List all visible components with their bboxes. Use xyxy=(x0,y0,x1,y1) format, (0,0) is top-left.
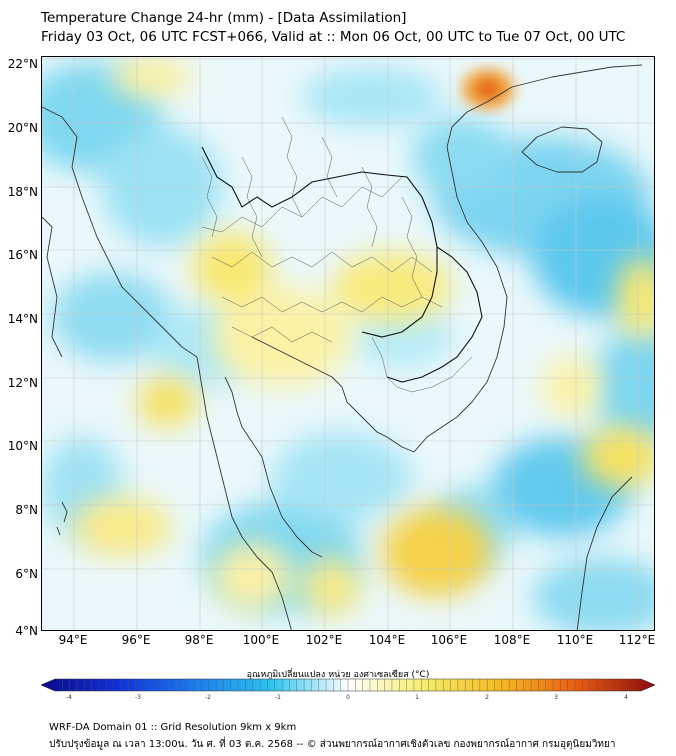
update-credit: ปรับปรุงข้อมูล ณ เวลา 13:00น. วัน ศ. ที่… xyxy=(49,739,616,750)
lat-label-4n: 4°N xyxy=(15,624,38,638)
lon-label-106e: 106°E xyxy=(430,633,468,647)
lat-label-14n: 14°N xyxy=(7,312,38,326)
temperature-change-field xyxy=(42,57,654,630)
colorbar-tick-neg3: -3 xyxy=(135,694,141,701)
lon-label-104e: 104°E xyxy=(368,633,406,647)
colorbar-tick-neg2: -2 xyxy=(205,694,211,701)
lat-label-10n: 10°N xyxy=(7,439,38,453)
lon-label-108e: 108°E xyxy=(493,633,531,647)
model-info: WRF-DA Domain 01 :: Grid Resolution 9km … xyxy=(49,722,297,733)
colorbar-tick-neg1: -1 xyxy=(275,694,281,701)
lon-label-102e: 102°E xyxy=(305,633,343,647)
lat-label-12n: 12°N xyxy=(7,376,38,390)
lat-label-20n: 20°N xyxy=(7,121,38,135)
lat-label-22n: 22°N xyxy=(7,57,38,71)
province-borders xyxy=(201,116,473,393)
lon-label-112e: 112°E xyxy=(618,633,656,647)
graticule xyxy=(42,57,654,630)
coastlines xyxy=(42,64,643,630)
lat-label-8n: 8°N xyxy=(15,503,38,517)
cooling-areas xyxy=(42,62,654,630)
strong-warming-spot xyxy=(462,69,514,109)
lon-label-96e: 96°E xyxy=(121,633,151,647)
national-borders xyxy=(201,146,483,383)
lon-label-110e: 110°E xyxy=(556,633,594,647)
colorbar-tick-neg4: -4 xyxy=(66,694,72,701)
lon-label-100e: 100°E xyxy=(242,633,280,647)
colorbar xyxy=(41,678,655,692)
map-subtitle: Friday 03 Oct, 06 UTC FCST+066, Valid at… xyxy=(41,29,626,45)
colorbar-tick-2: 2 xyxy=(485,694,489,701)
lat-label-18n: 18°N xyxy=(7,185,38,199)
colorbar-tick-3: 3 xyxy=(554,694,558,701)
lon-label-98e: 98°E xyxy=(184,633,214,647)
warming-areas xyxy=(72,57,654,617)
lat-label-16n: 16°N xyxy=(7,248,38,262)
colorbar-tick-0: 0 xyxy=(346,694,350,701)
colorbar-tick-4: 4 xyxy=(624,694,628,701)
colorbar-title: อุณหภูมิเปลี่ยนแปลง หน่วย องศาเซลเซียส (… xyxy=(246,670,430,680)
map-title: Temperature Change 24-hr (mm) - [Data As… xyxy=(41,10,407,26)
colorbar-tick-1: 1 xyxy=(415,694,419,701)
map-panel xyxy=(41,56,655,631)
lon-label-94e: 94°E xyxy=(58,633,88,647)
lat-label-6n: 6°N xyxy=(15,567,38,581)
